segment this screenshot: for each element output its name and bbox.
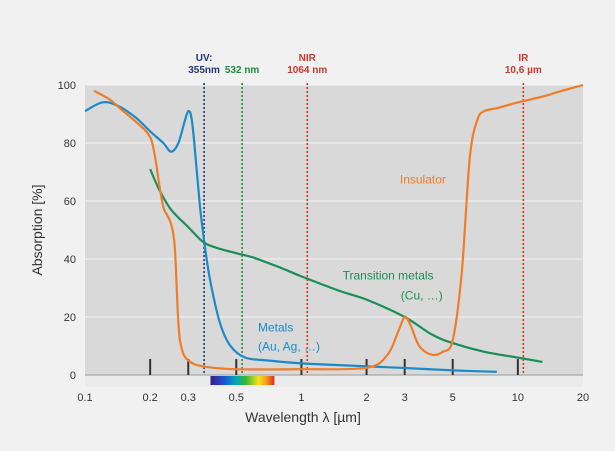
x-tick-label: 10 xyxy=(512,392,524,404)
series-sublabel: (Au, Ag, …) xyxy=(258,339,320,353)
plot-area xyxy=(85,85,583,375)
y-tick-label: 20 xyxy=(64,312,76,324)
marker-sublabel: 10,6 µm xyxy=(505,65,542,76)
x-tick-label: 0.2 xyxy=(143,392,158,404)
series-label: Insulator xyxy=(400,173,446,187)
series-sublabel: (Cu, …) xyxy=(401,289,443,303)
y-tick-label: 80 xyxy=(64,138,76,150)
y-tick-labels: 0 20 40 60 80 100 xyxy=(58,80,76,382)
y-tick-label: 60 xyxy=(64,196,76,208)
series-labels: Metals (Au, Ag, …) Transition metals (Cu, …… xyxy=(258,173,446,354)
x-tick-label: 0.3 xyxy=(181,392,196,404)
y-tick-label: 100 xyxy=(58,80,76,92)
marker-label: UV: xyxy=(196,53,213,64)
series-label: Transition metals xyxy=(343,268,434,282)
series-line-metals xyxy=(84,100,497,373)
marker-label: 532 nm xyxy=(225,65,260,76)
x-tick-label: 0.1 xyxy=(77,392,92,404)
x-tick-label: 20 xyxy=(577,392,589,404)
marker-label: IR xyxy=(518,53,529,64)
x-axis-band xyxy=(85,359,583,387)
series-line-insulator xyxy=(93,83,584,371)
x-tick-label: 1 xyxy=(298,392,304,404)
y-tick-label: 40 xyxy=(64,254,76,266)
x-axis-title: Wavelength λ [µm] xyxy=(245,409,361,425)
visible-spectrum-bar xyxy=(210,376,275,385)
gridlines xyxy=(85,84,583,318)
series-line-transition-metals xyxy=(149,168,543,363)
x-tick-labels: 0.1 0.2 0.3 0.5 1 2 3 5 10 20 xyxy=(77,392,589,404)
marker-sublabel: 355nm xyxy=(188,65,220,76)
series-lines xyxy=(84,83,584,373)
axis-band xyxy=(85,375,583,387)
y-axis-title: Absorption [%] xyxy=(29,184,45,275)
x-tick-label: 2 xyxy=(364,392,370,404)
x-tick-label: 3 xyxy=(402,392,408,404)
spectrum-gradient xyxy=(210,376,275,385)
x-tick-label: 0.5 xyxy=(229,392,244,404)
series-label: Metals xyxy=(258,321,293,335)
x-tick-label: 5 xyxy=(450,392,456,404)
marker-sublabel: 1064 nm xyxy=(287,65,327,76)
y-tick-label: 0 xyxy=(70,370,76,382)
marker-label: NIR xyxy=(299,53,317,64)
